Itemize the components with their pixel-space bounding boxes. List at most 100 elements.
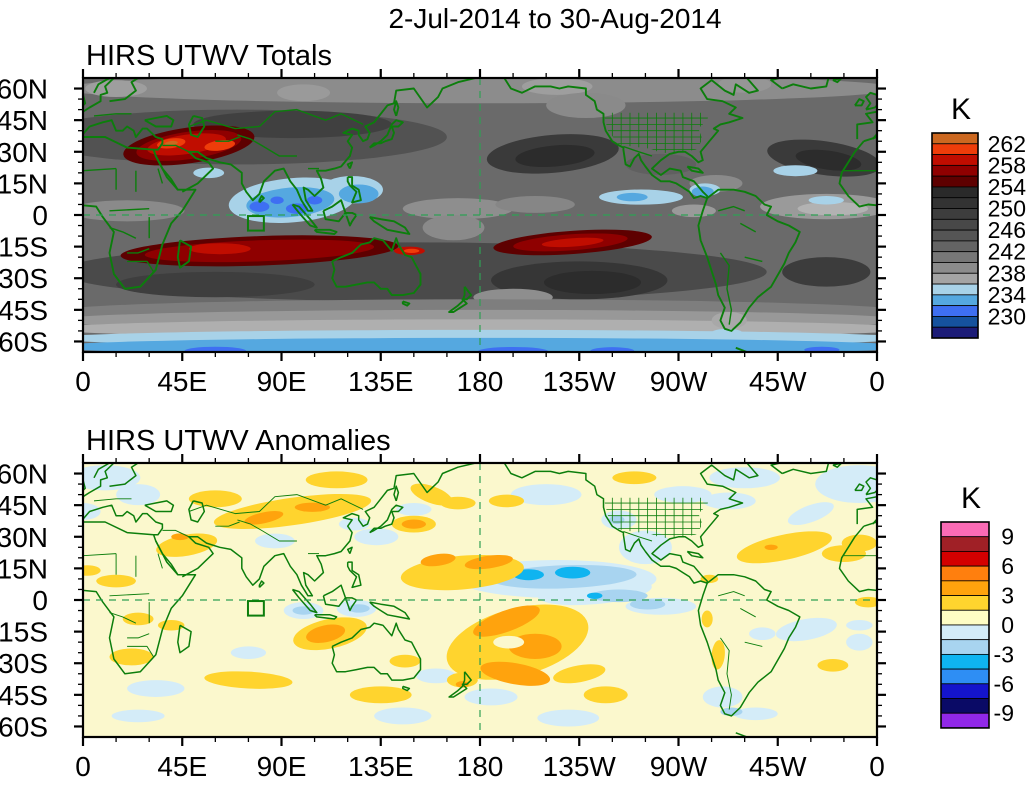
country-border <box>127 248 150 254</box>
contour-blob <box>422 215 485 241</box>
y-tick-label: 45S <box>0 680 48 711</box>
colorbar-unit-label: K <box>961 482 981 515</box>
coastline <box>83 521 197 675</box>
country-border <box>718 205 745 212</box>
country-border <box>109 208 150 212</box>
contour-blob <box>817 659 849 672</box>
coastline <box>314 614 338 620</box>
totals-map-field <box>83 78 1027 352</box>
country-border <box>983 495 1027 514</box>
country-border <box>744 256 763 263</box>
contour-blob <box>586 592 603 599</box>
coastline <box>93 78 110 94</box>
contour-blob <box>440 496 476 510</box>
contour-blob <box>709 467 780 489</box>
y-tick-label: 15S <box>0 232 48 263</box>
contour-blob <box>473 605 540 637</box>
x-tick-label: 45W <box>749 366 807 397</box>
colorbar-tick-label: 238 <box>988 260 1026 286</box>
colorbar-unit-label: K <box>951 93 971 126</box>
contour-blob <box>127 680 185 697</box>
country-border <box>188 494 364 515</box>
y-tick-label: 45S <box>0 295 48 326</box>
country-border <box>983 110 1027 129</box>
coastline <box>331 237 422 297</box>
colorbar-tick-label: 246 <box>988 217 1026 243</box>
y-tick-label: 0 <box>32 585 48 616</box>
contour-blob <box>546 92 626 119</box>
y-tick-label: 45N <box>0 490 48 521</box>
coastline <box>686 550 704 559</box>
coastline <box>369 504 404 534</box>
coastline <box>181 463 476 597</box>
contour-blob <box>204 671 293 689</box>
contour-blob <box>347 604 370 613</box>
colorbar-cell <box>940 595 990 611</box>
country-border <box>237 134 297 157</box>
coastline <box>258 580 265 588</box>
coastline <box>402 685 411 692</box>
contour-blob <box>846 620 873 631</box>
contour-blob <box>255 533 295 549</box>
country-border <box>739 222 757 233</box>
coastline <box>83 463 115 498</box>
contour-blob <box>402 198 514 220</box>
contour-blob <box>736 531 832 564</box>
coastline <box>258 195 265 204</box>
contour-blob <box>116 271 315 298</box>
x-tick-label: 180 <box>457 366 504 397</box>
coastline <box>865 477 877 496</box>
axis-ticks <box>74 69 886 361</box>
contour-blob <box>270 196 284 205</box>
contour-blob <box>83 565 101 576</box>
contour-blob <box>616 192 648 202</box>
coastline <box>503 463 759 584</box>
contour-blob <box>277 84 331 102</box>
country-border <box>127 260 155 273</box>
contour-blob <box>122 612 154 626</box>
country-border <box>83 553 117 557</box>
colorbar-tick-label: 3 <box>1001 583 1014 609</box>
coastline <box>369 119 404 149</box>
contour-blob <box>711 328 743 338</box>
coastline <box>177 624 192 654</box>
colorbar-tick-label: 262 <box>988 131 1026 157</box>
y-tick-label: 30N <box>0 522 48 553</box>
coastline <box>369 216 411 235</box>
coastline <box>401 300 411 307</box>
contour-blob <box>773 165 818 177</box>
y-tick-label: 30S <box>0 648 48 679</box>
y-tick-label: 60N <box>0 459 48 490</box>
coastline <box>686 165 704 174</box>
coastline <box>369 601 411 620</box>
coastline <box>187 114 206 138</box>
x-tick-label: 0 <box>75 751 91 782</box>
contour-blob <box>590 347 635 352</box>
coastline <box>109 463 139 487</box>
x-tick-label: 45W <box>749 751 807 782</box>
contour-blob <box>612 471 657 485</box>
contour-blob <box>85 80 147 97</box>
colorbar-cell <box>931 283 979 296</box>
colorbar-cell <box>931 218 979 231</box>
coastline <box>856 110 877 140</box>
country-border <box>904 613 930 624</box>
roi-box <box>246 600 265 617</box>
country-border <box>843 169 877 172</box>
colorbar-cell <box>940 565 990 582</box>
contour-blob <box>841 534 877 552</box>
colorbar-cell <box>931 208 979 220</box>
panel-title-totals: HIRS UTWV Totals <box>86 40 333 72</box>
coastline <box>331 622 422 681</box>
coastline <box>144 500 175 513</box>
coastline <box>393 100 400 117</box>
country-border <box>109 226 137 239</box>
colorbar-tick-label: -9 <box>994 700 1014 726</box>
coastline <box>888 463 904 478</box>
x-tick-label: 90E <box>257 751 307 782</box>
coastline <box>838 136 877 208</box>
colorbar-cell <box>931 175 979 188</box>
colorbar-cell <box>931 262 979 274</box>
coastline <box>83 78 115 113</box>
colorbar-cell <box>931 294 979 307</box>
